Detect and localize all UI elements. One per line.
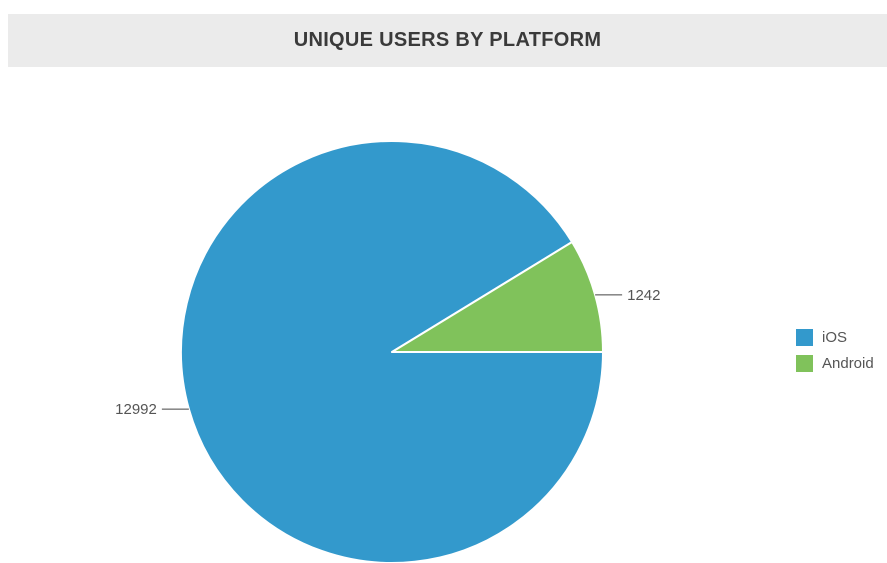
legend-label-android: Android xyxy=(822,354,874,372)
legend-item-ios[interactable]: iOS xyxy=(796,324,887,350)
pie-slices xyxy=(180,140,604,563)
legend-swatch-android xyxy=(796,354,813,372)
legend-swatch-ios xyxy=(796,328,813,346)
legend-item-android[interactable]: Android xyxy=(796,350,887,376)
data-label-ios: 12992 xyxy=(115,401,157,418)
pie-data-labels: 12992 1242 xyxy=(115,287,660,418)
data-label-android: 1242 xyxy=(627,287,660,304)
chart-title-bar: UNIQUE USERS BY PLATFORM xyxy=(8,14,887,67)
legend-label-ios: iOS xyxy=(822,328,848,346)
chart-title: UNIQUE USERS BY PLATFORM xyxy=(293,29,602,51)
chart-legend: iOS Android xyxy=(796,324,887,376)
